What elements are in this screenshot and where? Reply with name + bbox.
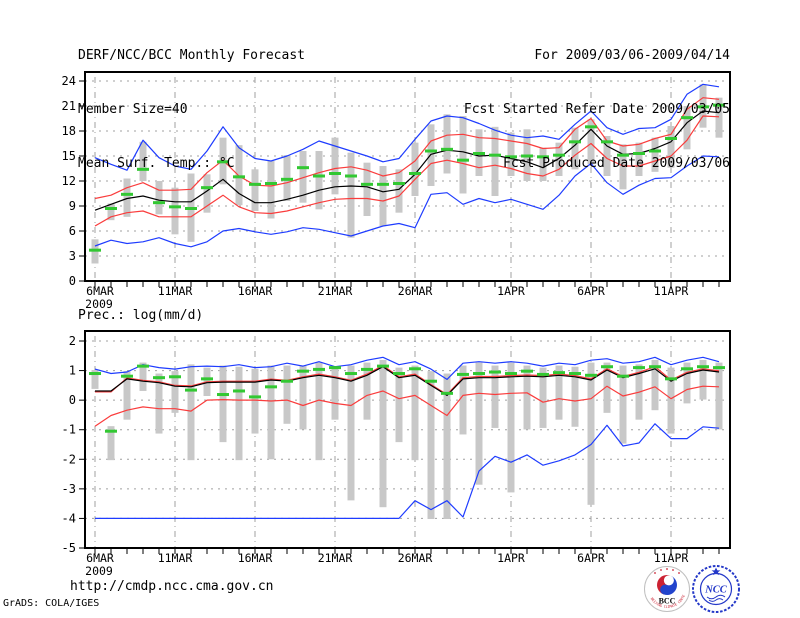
svg-text:6APR: 6APR (577, 551, 605, 565)
svg-text:1APR: 1APR (497, 284, 525, 298)
svg-text:6MAR: 6MAR (86, 551, 114, 565)
svg-text:-2: -2 (62, 452, 76, 466)
series-ensemble-mean (95, 366, 720, 396)
axis-frame (84, 330, 731, 549)
svg-text:15: 15 (62, 149, 76, 163)
svg-text:11MAR: 11MAR (158, 284, 193, 298)
ncc-star-icon (711, 567, 721, 576)
x-tick-labels: 6MAR 11MAR 16MAR 21MAR 26MAR 1APR 6APR 11APR 200… (85, 551, 688, 578)
svg-text:6APR: 6APR (577, 284, 605, 298)
svg-text:16MAR: 16MAR (238, 551, 273, 565)
x-tick-labels: 6MAR 11MAR 16MAR 21MAR 26MAR 1APR 6APR 11APR 200… (85, 284, 688, 311)
series-spread-lower (94, 115, 720, 227)
series-ensemble-min (95, 423, 720, 519)
bcc-ring-dots (654, 568, 680, 574)
ncc-logo-text: NCC (704, 585, 728, 596)
svg-text:-1: -1 (62, 423, 76, 437)
valid-range-label: For 2009/03/06-2009/04/14 (534, 48, 730, 63)
series-spread-lower (94, 385, 720, 427)
svg-text:12: 12 (62, 174, 76, 188)
svg-text:26MAR: 26MAR (398, 551, 433, 565)
bcc-logo: BCC BEIJING CLIMATE CENTER (644, 566, 690, 612)
header-left: DERF/NCC/BCC Monthly Forecast Member Siz… (78, 11, 305, 209)
ncc-wave-icon-2 (708, 598, 724, 602)
svg-text:6MAR: 6MAR (86, 284, 114, 298)
axis-frame (84, 71, 731, 282)
grads-credit: GrADS: COLA/IGES (3, 598, 100, 609)
svg-text:21MAR: 21MAR (318, 551, 353, 565)
ncc-logo: NCC (692, 565, 740, 613)
svg-text:1: 1 (69, 364, 76, 378)
temp-chart-title: Mean Surf. Temp.: °C (78, 156, 235, 171)
year-label: 2009 (85, 564, 113, 578)
header-right: For 2009/03/06-2009/04/14 Fcst Started R… (464, 11, 730, 209)
spread-bars (91, 359, 723, 520)
svg-text:16MAR: 16MAR (238, 284, 273, 298)
ncc-wave-icon (706, 594, 726, 600)
series-spread-upper (95, 364, 720, 396)
produced-date-label: Fcst Produced Date 2009/03/06 (503, 156, 730, 171)
series-ensemble-max (94, 356, 720, 380)
ncc-inner-ring (699, 572, 733, 606)
website-url[interactable]: http://cmdp.ncc.cma.gov.cn (70, 579, 274, 594)
bcc-logo-text: BCC (659, 597, 676, 606)
series-observation (89, 364, 725, 433)
svg-text:26MAR: 26MAR (398, 284, 433, 298)
svg-text:1APR: 1APR (497, 551, 525, 565)
svg-text:2: 2 (69, 334, 76, 348)
svg-text:0: 0 (69, 274, 76, 288)
precip-chart-title: Prec.: log(mm/d) (78, 308, 204, 323)
svg-text:11APR: 11APR (654, 551, 689, 565)
svg-text:21MAR: 21MAR (318, 284, 353, 298)
series-ensemble-min (94, 155, 720, 248)
svg-text:18: 18 (62, 124, 76, 138)
y-tick-labels: 0 3 6 9 12 15 18 21 24 (62, 74, 76, 288)
svg-text:11APR: 11APR (654, 284, 689, 298)
svg-text:3: 3 (69, 249, 76, 263)
svg-text:-4: -4 (62, 511, 76, 525)
svg-text:21: 21 (62, 99, 76, 113)
refer-date-label: Fcst Started Refer Date 2009/03/05 (463, 102, 730, 117)
axis-ticks (79, 80, 720, 287)
svg-text:11MAR: 11MAR (158, 551, 193, 565)
svg-text:0: 0 (69, 393, 76, 407)
svg-text:24: 24 (62, 74, 76, 88)
page-title: DERF/NCC/BCC Monthly Forecast (78, 48, 305, 63)
series-spread-upper (94, 97, 720, 200)
svg-text:9: 9 (69, 199, 76, 213)
member-size-label: Member Size=40 (78, 102, 188, 117)
svg-text:-3: -3 (62, 482, 76, 496)
y-tick-labels: -5 -4 -3 -2 -1 0 1 2 (62, 334, 76, 555)
axis-ticks (79, 340, 720, 554)
bcc-swirl-icon (657, 575, 677, 595)
series-observation (89, 103, 725, 252)
series-ensemble-mean (94, 110, 720, 211)
temp-chart: 0 3 6 9 12 15 18 21 24 6MAR 11MAR 16MAR 21MAR 26MAR 1A… (62, 71, 731, 311)
year-label: 2009 (85, 297, 113, 311)
series-ensemble-max (94, 83, 720, 171)
svg-text:6: 6 (69, 224, 76, 238)
svg-text:-5: -5 (62, 541, 76, 555)
